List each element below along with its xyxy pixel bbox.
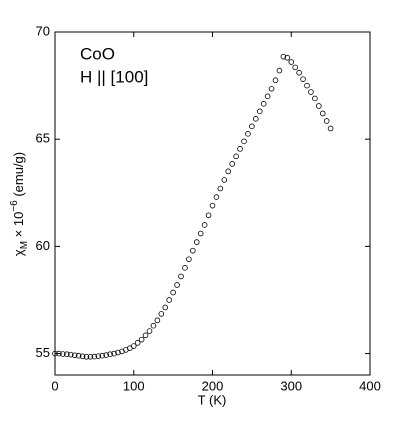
data-point <box>174 282 180 288</box>
data-point <box>99 352 106 359</box>
data-point <box>79 353 86 360</box>
data-point <box>327 125 334 132</box>
annotation: H || [100] <box>80 67 148 86</box>
data-point <box>300 76 306 82</box>
y-tick-label: 65 <box>36 131 50 146</box>
data-point <box>249 123 255 130</box>
data-point <box>209 202 216 209</box>
data-point <box>264 93 271 100</box>
data-point <box>190 247 196 254</box>
y-label-part: −6 <box>9 200 20 212</box>
y-tick-label: 60 <box>36 238 50 253</box>
y-tick-label: 55 <box>36 345 50 360</box>
data-point <box>56 350 62 357</box>
y-axis-label: χM × 10−6 (emu/g) <box>9 152 30 256</box>
data-point <box>205 212 212 219</box>
data-point <box>241 138 247 145</box>
data-point <box>316 103 322 109</box>
data-point <box>323 118 330 124</box>
data-point <box>225 168 232 175</box>
data-point <box>296 69 302 76</box>
data-point <box>75 352 82 359</box>
data-point <box>213 194 220 200</box>
data-point <box>178 273 184 280</box>
data-point <box>71 352 78 359</box>
data-point <box>253 116 259 122</box>
data-point <box>150 322 157 329</box>
x-tick-label: 100 <box>123 378 145 393</box>
x-tick-label: 200 <box>202 378 224 393</box>
data-point <box>276 67 283 74</box>
data-point <box>304 82 310 89</box>
y-label-part: (emu/g) <box>11 152 26 200</box>
data-point <box>67 351 74 358</box>
x-axis-label: T (K) <box>198 392 227 407</box>
data-point <box>186 256 192 263</box>
data-point <box>95 353 102 359</box>
data-point <box>268 86 275 92</box>
data-point <box>158 311 165 317</box>
data-point <box>107 351 113 358</box>
data-point <box>319 110 326 117</box>
y-tick-label: 70 <box>36 23 50 38</box>
data-point <box>146 328 153 334</box>
data-point <box>166 297 172 303</box>
data-point <box>245 131 251 137</box>
data-point <box>229 161 235 167</box>
data-point <box>60 351 66 357</box>
data-point <box>256 108 263 115</box>
y-label-part: M <box>19 241 30 249</box>
data-point <box>308 89 314 95</box>
data-point <box>154 317 161 324</box>
data-point <box>288 59 295 65</box>
data-point <box>260 101 267 107</box>
data-point <box>52 350 58 357</box>
data-point <box>64 351 70 358</box>
data-point <box>221 177 228 183</box>
data-point <box>201 222 208 228</box>
x-tick-label: 300 <box>280 378 302 393</box>
data-point <box>103 352 109 358</box>
data-point <box>312 95 318 102</box>
data-point <box>197 230 204 237</box>
annotation: CoO <box>80 44 115 63</box>
data-point <box>284 54 291 61</box>
y-label-part: χ <box>11 249 26 256</box>
data-point <box>142 332 149 339</box>
data-point <box>292 64 298 71</box>
data-point <box>138 336 145 343</box>
data-point <box>91 353 98 360</box>
x-tick-label: 0 <box>51 378 58 393</box>
data-point <box>237 146 243 152</box>
data-point <box>162 304 169 311</box>
data-point <box>233 153 239 160</box>
data-point <box>111 350 117 357</box>
data-point <box>170 289 176 296</box>
data-point <box>193 239 200 245</box>
data-point <box>87 353 94 360</box>
data-point <box>83 353 90 360</box>
data-point <box>134 340 141 346</box>
data-point <box>182 265 188 271</box>
data-point <box>272 77 279 84</box>
data-point <box>130 343 137 349</box>
data-point <box>115 349 121 356</box>
y-label-part: × 10 <box>11 212 26 241</box>
x-tick-label: 400 <box>359 378 381 393</box>
data-point <box>280 53 287 60</box>
data-point <box>217 185 224 192</box>
